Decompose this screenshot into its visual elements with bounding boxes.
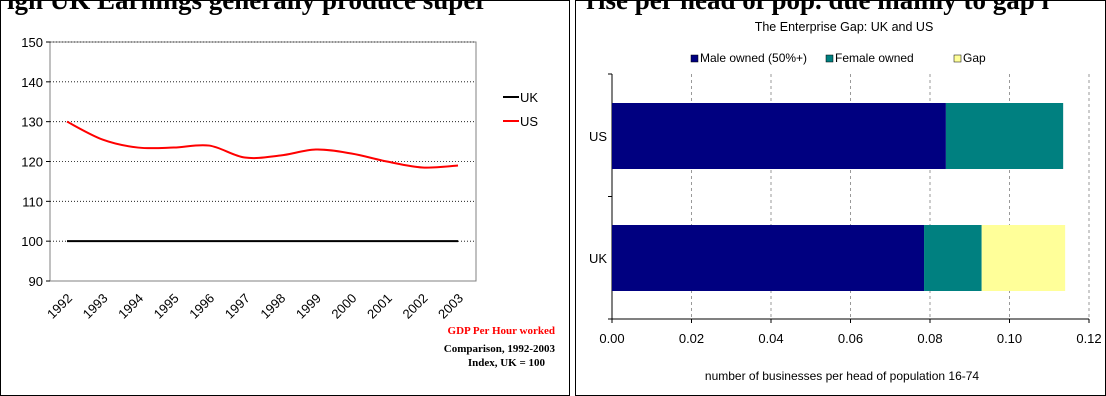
y-tick-label: 120 (21, 155, 43, 170)
legend-label-us: US (520, 114, 538, 129)
x-tick-label: 0.00 (599, 331, 624, 346)
y-tick-label: 100 (21, 234, 43, 249)
x-tick-label: 1996 (186, 291, 217, 322)
x-tick-label: 1994 (115, 291, 146, 322)
x-tick-label: 2001 (364, 291, 395, 322)
x-tick-label: 0.08 (917, 331, 942, 346)
x-tick-label: 0.02 (679, 331, 704, 346)
bar-segment-uk-1 (924, 225, 982, 291)
x-tick-label: 1997 (222, 291, 253, 322)
y-tick-label: 140 (21, 75, 43, 90)
bar-chart: The Enterprise Gap: UK and US Male owned … (589, 20, 1102, 383)
bar-segment-uk-2 (981, 225, 1066, 291)
x-tick-label: 2000 (328, 291, 359, 322)
y-tick-label: 130 (21, 115, 43, 130)
right-clipped-heading: rise per head of pop. due mainly to gap … (586, 0, 1050, 15)
x-tick-label: 1998 (257, 291, 288, 322)
legend-swatch (690, 54, 699, 63)
x-tick-label: 1999 (293, 291, 324, 322)
bar-chart-panel: rise per head of pop. due mainly to gap … (575, 0, 1106, 396)
y-category-label: US (589, 129, 607, 144)
x-tick-label: 0.10 (997, 331, 1022, 346)
y-category-label: UK (589, 251, 607, 266)
bar-segment-us-1 (945, 103, 1064, 169)
legend-swatch (825, 54, 834, 63)
note-line-1: GDP Per Hour worked (447, 325, 555, 337)
x-tick-label: 1993 (80, 291, 111, 322)
series-line-us (66, 120, 459, 169)
x-tick-label: 1995 (151, 291, 182, 322)
left-clipped-heading: igh UK Earnings generally produce super (7, 0, 488, 15)
bar-segment-uk-0 (612, 225, 925, 291)
note-line-2: Comparison, 1992-2003 (443, 343, 555, 355)
y-tick-label: 150 (21, 35, 43, 50)
x-axis-label: number of businesses per head of populat… (705, 369, 980, 383)
legend-label: Female owned (835, 51, 914, 65)
line-chart-panel: igh UK Earnings generally produce super … (0, 0, 570, 396)
y-tick-label: 90 (29, 274, 43, 289)
x-tick-label: 0.04 (758, 331, 783, 346)
line-chart: 90 100 110 120 130 140 150 1992 1993 1994 1995 1996… (21, 35, 538, 322)
x-tick-label: 1992 (44, 291, 75, 322)
y-tick-label: 110 (22, 194, 43, 209)
bar-segment-us-0 (612, 103, 946, 169)
legend-label: Gap (963, 51, 986, 65)
legend-label: Male owned (50%+) (700, 51, 807, 65)
x-tick-label: 0.06 (838, 331, 863, 346)
x-tick-label: 2002 (400, 291, 431, 322)
x-tick-label: 0.12 (1076, 331, 1101, 346)
x-tick-label: 2003 (435, 291, 466, 322)
legend-swatch (953, 54, 962, 63)
note-line-3: Index, UK = 100 (467, 357, 545, 369)
legend-label-uk: UK (520, 90, 538, 105)
chart-title: The Enterprise Gap: UK and US (755, 20, 934, 34)
